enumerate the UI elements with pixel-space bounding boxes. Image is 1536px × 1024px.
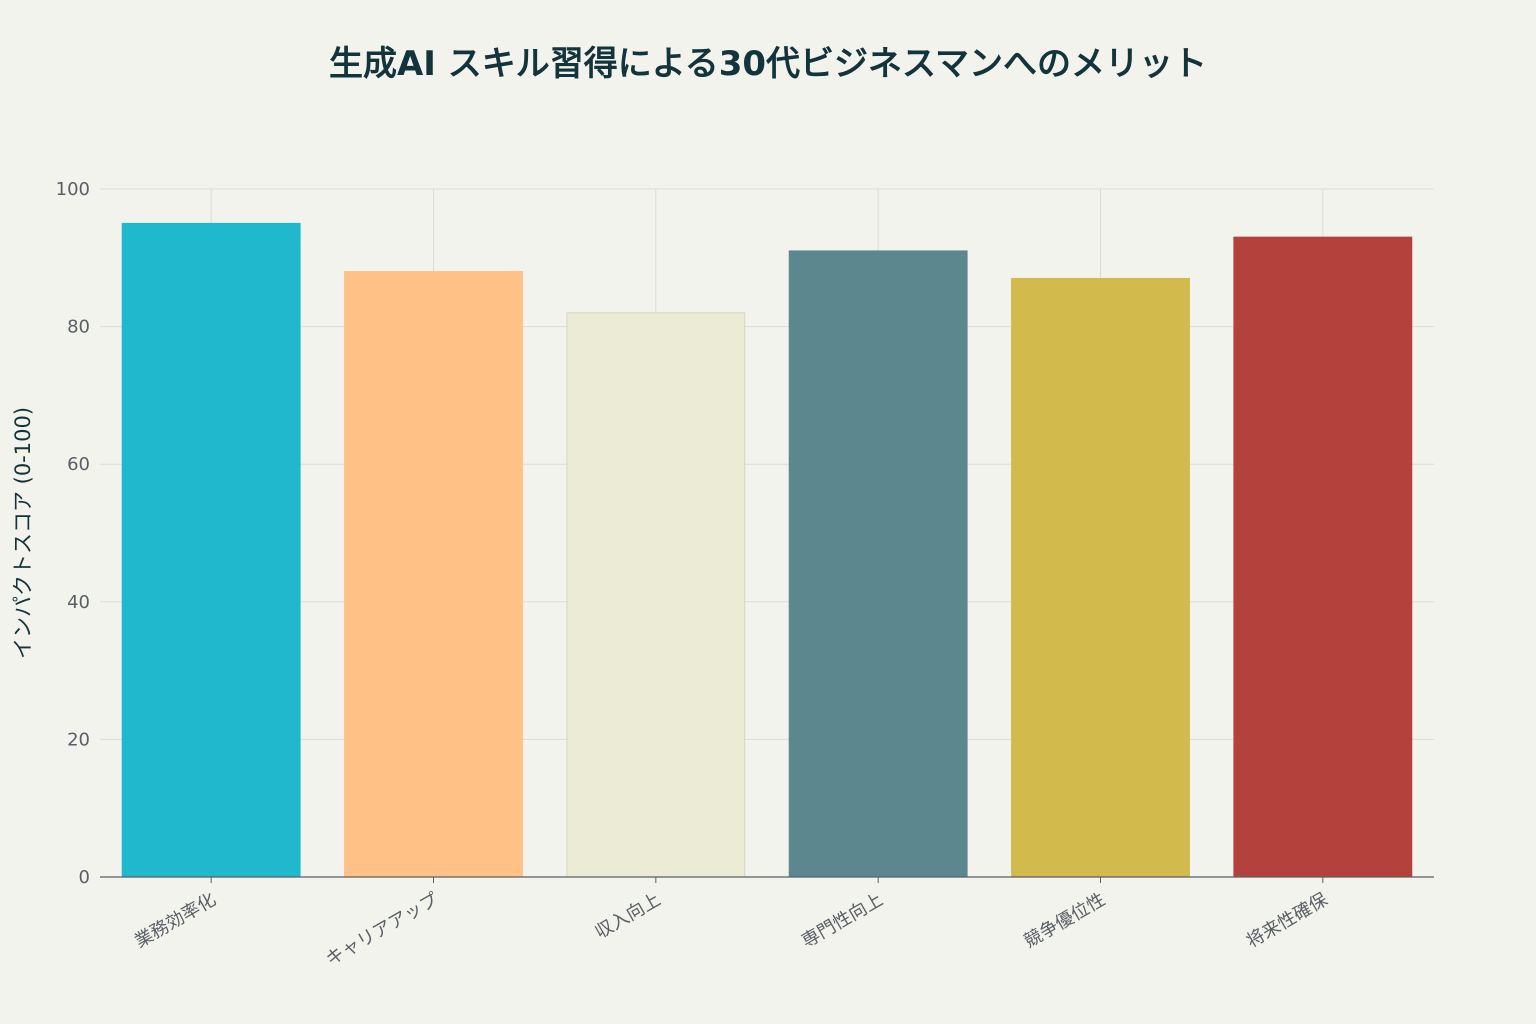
bar bbox=[566, 312, 746, 878]
y-tick-label: 0 bbox=[79, 867, 90, 888]
x-tick-label: キャリアアップ bbox=[322, 889, 442, 970]
y-tick-labels: 0 20 40 60 80 100 bbox=[56, 179, 90, 888]
x-tick-label: 収入向上 bbox=[591, 889, 664, 943]
y-tick-label: 20 bbox=[67, 729, 90, 750]
bar bbox=[1233, 236, 1413, 878]
x-tick-label: 将来性確保 bbox=[1243, 889, 1331, 952]
bar bbox=[121, 222, 301, 878]
x-tick-label: 業務効率化 bbox=[131, 889, 219, 952]
y-tick-label: 60 bbox=[67, 454, 90, 475]
y-axis-title: インパクトスコア (0-100) bbox=[11, 407, 35, 659]
bar bbox=[344, 271, 523, 878]
bars bbox=[121, 222, 1413, 878]
chart-title: 生成AI スキル習得による30代ビジネスマンへのメリット bbox=[328, 44, 1208, 84]
x-tick-label: 競争優位性 bbox=[1021, 889, 1109, 952]
x-tick-labels: 業務効率化 キャリアアップ 収入向上 専門性向上 競争優位性 将来性確保 bbox=[131, 877, 1331, 970]
y-tick-label: 100 bbox=[56, 179, 90, 200]
y-tick-label: 40 bbox=[67, 592, 90, 613]
y-tick-label: 80 bbox=[67, 317, 90, 338]
bar bbox=[1011, 277, 1190, 878]
x-tick-label: 専門性向上 bbox=[798, 889, 886, 952]
bar bbox=[788, 250, 968, 878]
